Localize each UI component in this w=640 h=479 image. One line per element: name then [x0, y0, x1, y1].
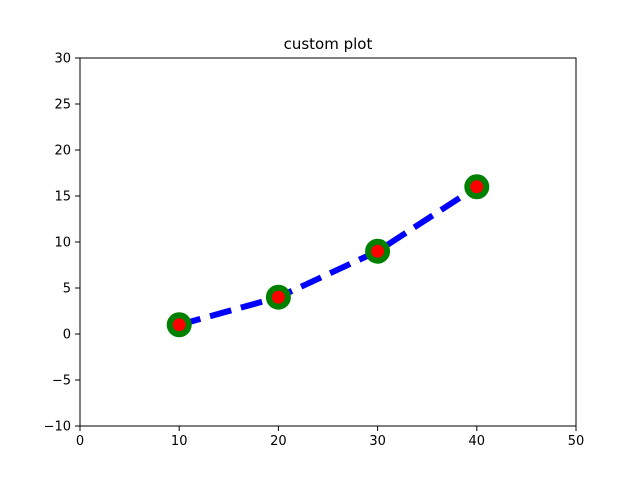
y-axis: −10 −5 0 5 10 15 20 25 30	[44, 52, 80, 435]
y-tick-label: 5	[63, 282, 71, 297]
plot-area	[166, 174, 490, 338]
y-tick-label: 10	[54, 236, 71, 251]
y-tick-label: 0	[63, 328, 71, 343]
y-tick-label: 25	[54, 98, 71, 113]
y-tick-label: 20	[54, 144, 71, 159]
y-tick-label: −10	[44, 420, 71, 435]
x-tick-label: 10	[171, 434, 188, 449]
y-tick-label: −5	[52, 374, 71, 389]
chart-title: custom plot	[284, 35, 373, 53]
x-axis: 0 10 20 30 40 50	[76, 426, 584, 449]
data-point	[464, 174, 490, 200]
x-tick-label: 40	[469, 434, 486, 449]
data-point	[166, 312, 192, 338]
plot-frame	[79, 57, 577, 427]
x-tick-label: 30	[369, 434, 386, 449]
x-tick-label: 50	[568, 434, 585, 449]
data-point	[365, 238, 391, 264]
y-tick-label: 30	[54, 52, 71, 67]
series-line	[178, 184, 479, 328]
y-tick-label: 15	[54, 190, 71, 205]
x-tick-label: 0	[76, 434, 84, 449]
data-point	[265, 284, 291, 310]
x-tick-label: 20	[270, 434, 287, 449]
